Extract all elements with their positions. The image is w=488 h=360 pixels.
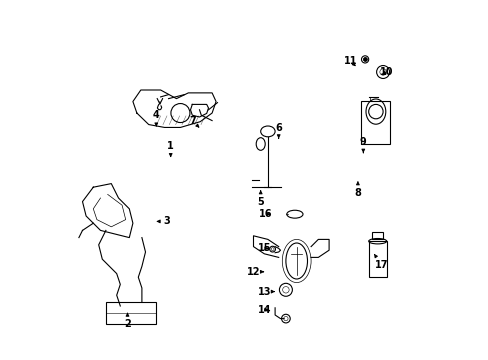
Text: 14: 14 [257, 305, 270, 315]
Text: 2: 2 [124, 313, 131, 329]
Bar [371, 232, 382, 239]
Text: 13: 13 [257, 287, 274, 297]
Text: 11: 11 [343, 56, 357, 66]
Text: 16: 16 [259, 209, 272, 219]
Text: 8: 8 [354, 182, 361, 198]
Text: 4: 4 [153, 110, 160, 126]
Text: 3: 3 [157, 216, 170, 226]
Text: 6: 6 [275, 123, 282, 138]
Bar [368, 241, 386, 277]
Text: 10: 10 [379, 67, 393, 77]
Bar [106, 302, 156, 324]
Text: 15: 15 [257, 243, 270, 253]
Text: 7: 7 [188, 116, 199, 127]
Text: 5: 5 [257, 191, 264, 207]
Text: 9: 9 [359, 137, 366, 153]
Text: 12: 12 [246, 267, 263, 277]
Text: 1: 1 [167, 141, 174, 157]
Bar [361, 101, 389, 144]
Text: 17: 17 [374, 255, 387, 270]
